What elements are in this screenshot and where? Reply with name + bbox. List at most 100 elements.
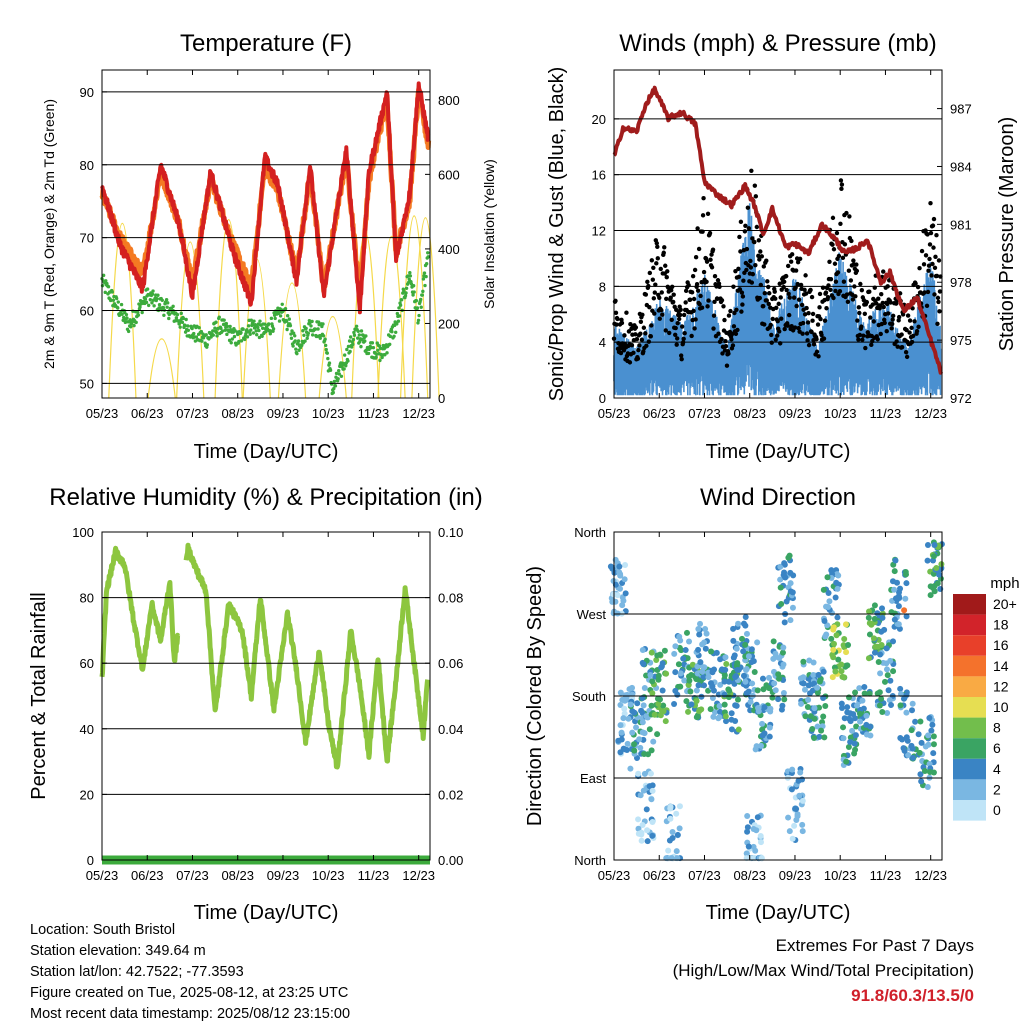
dewpoint-point <box>246 324 251 328</box>
direction-point <box>650 738 657 745</box>
gust-point <box>875 337 880 342</box>
direction-point <box>851 740 858 747</box>
gust-point <box>655 256 660 261</box>
dewpoint-point <box>356 336 360 340</box>
gust-point <box>669 288 674 293</box>
direction-point <box>641 730 648 737</box>
direction-point <box>677 637 684 644</box>
gust-point <box>681 312 687 318</box>
gust-point <box>654 241 659 246</box>
dewpoint-point <box>224 321 229 326</box>
direction-point <box>744 824 751 831</box>
gust-point <box>913 281 918 286</box>
dewpoint-point <box>268 332 272 336</box>
extremes-box: Extremes For Past 7 Days (High/Low/Max W… <box>673 933 974 1008</box>
direction-point <box>742 613 749 620</box>
colorbar-label: 10 <box>993 699 1009 715</box>
gust-point <box>701 195 706 201</box>
gust-point <box>729 337 734 342</box>
direction-point <box>904 737 911 744</box>
gust-point <box>644 343 649 349</box>
dewpoint-point <box>303 339 307 343</box>
dewpoint-point <box>305 336 309 340</box>
direction-point <box>929 721 936 728</box>
direction-point <box>828 635 835 642</box>
gust-point <box>716 331 721 336</box>
temperature-xlabel: Time (Day/UTC) <box>194 441 339 463</box>
colorbar-swatch <box>953 738 986 759</box>
solar-insolation-line <box>176 241 205 399</box>
dewpoint-point <box>309 324 313 328</box>
direction-point <box>791 822 798 829</box>
direction-point <box>739 635 746 642</box>
direction-point <box>645 751 652 758</box>
direction-point <box>695 625 702 632</box>
dewpoint-point <box>116 300 120 304</box>
gust-point <box>868 315 873 320</box>
gust-point <box>715 278 721 283</box>
dewpoint-point <box>225 324 230 329</box>
gust-point <box>896 318 901 323</box>
direction-point <box>733 645 740 652</box>
direction-point <box>832 668 839 675</box>
dewpoint-point <box>291 344 295 348</box>
dewpoint-point <box>190 326 194 331</box>
gust-point <box>695 288 701 293</box>
direction-point <box>754 687 761 694</box>
dewpoint-point <box>255 333 259 337</box>
direction-point <box>665 847 672 854</box>
direction-point <box>621 710 628 717</box>
gust-point <box>824 306 829 311</box>
gust-point <box>811 342 817 347</box>
direction-point <box>721 678 728 685</box>
gust-point <box>761 303 766 309</box>
y2-tick-label: 984 <box>950 159 972 174</box>
direction-point <box>799 776 806 783</box>
solar-insolation-line <box>399 215 429 399</box>
dewpoint-point <box>344 364 348 368</box>
y-tick-label: 16 <box>592 168 606 183</box>
direction-point <box>740 620 747 627</box>
direction-point <box>711 709 718 716</box>
dewpoint-point <box>354 324 359 328</box>
direction-point <box>735 726 742 733</box>
dewpoint-point <box>101 273 106 278</box>
gust-point <box>683 288 689 294</box>
direction-point <box>881 678 888 685</box>
gust-point <box>919 248 925 254</box>
dewpoint-point <box>136 310 140 315</box>
direction-point <box>780 644 787 651</box>
gust-point <box>844 210 849 216</box>
direction-point <box>647 770 654 777</box>
dewpoint-point <box>140 310 144 315</box>
winds-ylabel: Sonic/Prop Wind & Gust (Blue, Black) <box>546 67 568 402</box>
direction-point <box>818 727 825 734</box>
dewpoint-point <box>310 319 314 324</box>
dewpoint-point <box>229 341 233 345</box>
dewpoint-point <box>151 289 155 293</box>
gust-point <box>870 302 875 307</box>
direction-point <box>789 604 796 611</box>
direction-point <box>621 697 628 704</box>
direction-series <box>607 539 945 862</box>
direction-point <box>799 828 806 835</box>
gust-point <box>802 312 808 317</box>
direction-point <box>733 673 740 680</box>
gust-point <box>833 279 839 284</box>
gust-point <box>803 273 808 278</box>
gust-point <box>769 332 774 338</box>
direction-point <box>722 666 729 673</box>
direction-point <box>693 687 700 694</box>
direction-point <box>730 637 737 644</box>
gust-point <box>737 234 742 240</box>
gust-point <box>783 273 789 279</box>
direction-point <box>696 631 703 638</box>
gust-point <box>622 333 627 338</box>
gust-point <box>759 254 765 259</box>
direction-point <box>930 750 937 757</box>
gust-point <box>728 308 733 314</box>
dewpoint-point <box>257 328 261 333</box>
gust-point <box>663 328 668 333</box>
gust-point <box>817 305 822 310</box>
direction-point <box>640 661 647 668</box>
